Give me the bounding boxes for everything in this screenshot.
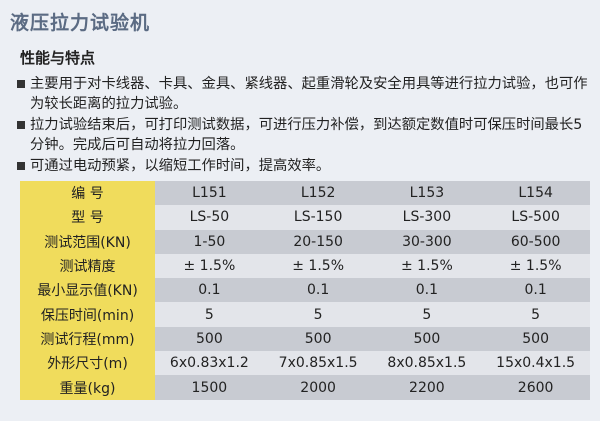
table-cell: ± 1.5% xyxy=(263,253,373,279)
table-cell: 5 xyxy=(372,302,482,327)
row-header: 型 号 xyxy=(20,205,155,230)
table-cell: 500 xyxy=(263,326,373,352)
table-row: 测试精度 ± 1.5% ± 1.5% ± 1.5% ± 1.5% xyxy=(20,253,590,279)
table-cell: 0.1 xyxy=(372,278,482,303)
table-cell: L153 xyxy=(372,181,482,206)
table-cell: LS-50 xyxy=(155,205,264,230)
table-cell: 500 xyxy=(372,326,482,352)
table-cell: 0.1 xyxy=(155,278,264,303)
table-cell: 5 xyxy=(263,302,373,327)
row-header: 保压时间(min) xyxy=(20,302,155,327)
table-cell: ± 1.5% xyxy=(372,253,482,279)
row-header: 测试精度 xyxy=(20,253,155,279)
table-cell: 30-300 xyxy=(372,229,482,254)
row-header: 重量(kg) xyxy=(20,375,155,400)
table-row: 测试行程(mm) 500 500 500 500 xyxy=(20,326,590,352)
row-header: 测试行程(mm) xyxy=(20,326,155,352)
table-cell: 0.1 xyxy=(481,278,590,303)
table-row: 测试范围(KN) 1-50 20-150 30-300 60-500 xyxy=(20,229,590,254)
table-cell: 6x0.83x1.2 xyxy=(155,351,264,376)
section-heading: 性能与特点 xyxy=(20,49,96,67)
table-row: 重量(kg) 1500 2000 2200 2600 xyxy=(20,375,590,400)
table-cell: 8x0.85x1.5 xyxy=(372,351,482,376)
feature-item: 主要用于对卡线器、卡具、金具、紧线器、起重滑轮及安全用具等进行拉力试验，也可作为… xyxy=(16,74,588,114)
table-cell: 20-150 xyxy=(263,229,373,254)
table-row: 保压时间(min) 5 5 5 5 xyxy=(20,302,590,327)
table-cell: ± 1.5% xyxy=(481,253,590,279)
table-cell: L151 xyxy=(155,181,264,206)
table-cell: 500 xyxy=(481,326,590,352)
table-cell: 2000 xyxy=(263,375,373,400)
table-cell: 5 xyxy=(481,302,590,327)
table-cell: L154 xyxy=(481,181,590,206)
table-cell: 60-500 xyxy=(481,229,590,254)
table-cell: LS-150 xyxy=(263,205,373,230)
table-cell: LS-500 xyxy=(481,205,590,230)
table-cell: L152 xyxy=(263,181,373,206)
table-cell: 0.1 xyxy=(263,278,373,303)
row-header: 外形尺寸(m) xyxy=(20,351,155,376)
feature-item: 可通过电动预紧，以缩短工作时间，提高效率。 xyxy=(16,156,588,176)
feature-item: 拉力试验结束后，可打印测试数据，可进行压力补偿，到达额定数值时可保压时间最长5分… xyxy=(16,115,588,155)
table-cell: 7x0.85x1.5 xyxy=(263,351,373,376)
table-row: 型 号 LS-50 LS-150 LS-300 LS-500 xyxy=(20,205,590,230)
feature-list: 主要用于对卡线器、卡具、金具、紧线器、起重滑轮及安全用具等进行拉力试验，也可作为… xyxy=(16,74,588,177)
row-header: 编 号 xyxy=(20,181,155,206)
title: 液压拉力试验机 xyxy=(10,12,151,34)
table-row: 最小显示值(KN) 0.1 0.1 0.1 0.1 xyxy=(20,278,590,303)
table-cell: LS-300 xyxy=(372,205,482,230)
table-cell: 2600 xyxy=(481,375,590,400)
table-cell: 5 xyxy=(155,302,264,327)
table-row: 外形尺寸(m) 6x0.83x1.2 7x0.85x1.5 8x0.85x1.5 15x… xyxy=(20,351,590,376)
table-cell: 1-50 xyxy=(155,229,264,254)
table-cell: ± 1.5% xyxy=(155,253,264,279)
spec-table: 编 号 L151 L152 L153 L154 型 号 LS-50 LS-150 LS-300 L… xyxy=(20,181,590,400)
table-row: 编 号 L151 L152 L153 L154 xyxy=(20,181,590,206)
table-cell: 1500 xyxy=(155,375,264,400)
table-cell: 2200 xyxy=(372,375,482,400)
row-header: 最小显示值(KN) xyxy=(20,278,155,303)
row-header: 测试范围(KN) xyxy=(20,229,155,254)
table-cell: 15x0.4x1.5 xyxy=(481,351,590,376)
table-cell: 500 xyxy=(155,326,264,352)
